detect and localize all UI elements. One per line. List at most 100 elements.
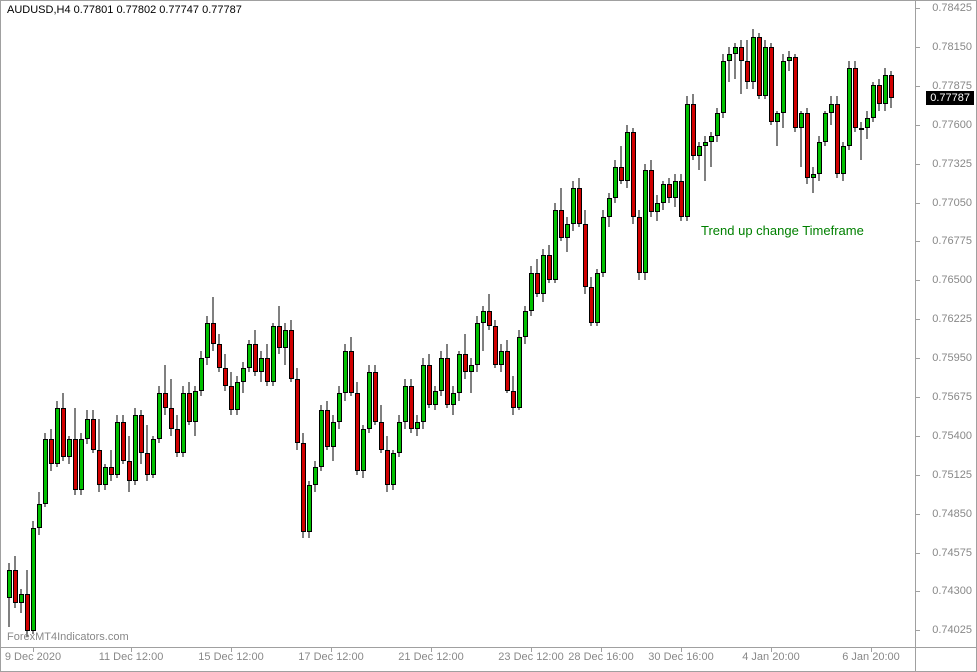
candle — [697, 142, 702, 170]
candle — [355, 382, 360, 475]
chart-area[interactable]: AUDUSD,H4 0.77801 0.77802 0.77747 0.7778… — [1, 1, 916, 648]
candle — [811, 167, 816, 192]
candle — [703, 136, 708, 181]
time-axis: 9 Dec 202011 Dec 12:0015 Dec 12:0017 Dec… — [1, 647, 916, 671]
candle — [523, 306, 528, 344]
candle — [7, 563, 12, 627]
candle — [667, 178, 672, 202]
candle — [733, 43, 738, 80]
candle — [271, 323, 276, 387]
time-tick-label: 9 Dec 2020 — [5, 651, 61, 663]
candle — [121, 415, 126, 464]
candle — [859, 122, 864, 160]
candle — [235, 376, 240, 414]
candle — [115, 415, 120, 479]
price-tick-label: 0.75675 — [932, 391, 972, 403]
candle — [535, 259, 540, 297]
symbol-ohlc-label: AUDUSD,H4 0.77801 0.77802 0.77747 0.7778… — [7, 4, 242, 16]
candle — [277, 306, 282, 354]
time-tick-label: 21 Dec 12:00 — [398, 651, 463, 663]
candle — [379, 405, 384, 453]
candle — [205, 316, 210, 365]
candle — [199, 351, 204, 396]
price-tick-label: 0.76775 — [932, 235, 972, 247]
candle — [457, 351, 462, 400]
candle — [109, 450, 114, 481]
candle — [55, 401, 60, 467]
candle — [643, 164, 648, 280]
candle — [229, 372, 234, 414]
candle — [433, 386, 438, 410]
candle — [829, 96, 834, 124]
candle — [349, 337, 354, 396]
candle — [403, 379, 408, 428]
candle — [127, 436, 132, 493]
candle — [43, 433, 48, 507]
candle — [769, 43, 774, 125]
candle — [511, 376, 516, 414]
candle — [493, 320, 498, 368]
candle — [529, 266, 534, 315]
price-tick-label: 0.74025 — [932, 624, 972, 636]
candle — [97, 419, 102, 493]
time-tick-label: 28 Dec 16:00 — [568, 651, 633, 663]
candle — [73, 408, 78, 496]
price-tick-label: 0.77600 — [932, 119, 972, 131]
candle — [517, 330, 522, 411]
candle — [409, 379, 414, 433]
candle — [787, 51, 792, 71]
candle — [439, 351, 444, 396]
candle — [553, 203, 558, 284]
candle — [547, 245, 552, 283]
current-price-label: 0.77787 — [926, 91, 974, 105]
candle — [475, 316, 480, 373]
candle — [625, 125, 630, 189]
candle — [307, 481, 312, 538]
candle — [481, 306, 486, 351]
candle — [589, 277, 594, 325]
candle — [319, 405, 324, 471]
candle — [793, 54, 798, 132]
price-tick-label: 0.76500 — [932, 274, 972, 286]
candle — [883, 68, 888, 110]
candle — [49, 429, 54, 471]
price-tick-label: 0.77875 — [932, 80, 972, 92]
candle — [103, 464, 108, 489]
candle — [709, 132, 714, 167]
candle — [541, 249, 546, 301]
candle — [415, 415, 420, 436]
candle — [847, 61, 852, 150]
candle — [79, 433, 84, 495]
candle — [289, 320, 294, 382]
candle — [853, 61, 858, 132]
time-tick-label: 11 Dec 12:00 — [99, 651, 164, 663]
candle — [835, 96, 840, 178]
candle — [775, 111, 780, 146]
trend-annotation: Trend up change Timeframe — [701, 223, 864, 238]
candle — [817, 136, 822, 181]
time-tick-label: 17 Dec 12:00 — [298, 651, 363, 663]
candle — [445, 344, 450, 408]
candle — [61, 393, 66, 461]
price-tick-label: 0.75125 — [932, 469, 972, 481]
candle — [385, 436, 390, 493]
candle — [613, 160, 618, 202]
candle — [715, 108, 720, 142]
candle — [571, 181, 576, 230]
candle — [13, 556, 18, 608]
candle — [163, 365, 168, 414]
candle — [247, 340, 252, 373]
candle — [655, 195, 660, 220]
candle — [19, 589, 24, 613]
candle — [781, 54, 786, 128]
candle — [463, 334, 468, 379]
candle — [325, 401, 330, 450]
candle — [721, 54, 726, 118]
candle — [169, 379, 174, 436]
candle — [253, 330, 258, 377]
candle — [37, 492, 42, 534]
candle — [157, 386, 162, 443]
candle — [685, 96, 690, 220]
candle — [241, 362, 246, 393]
candle — [469, 358, 474, 393]
